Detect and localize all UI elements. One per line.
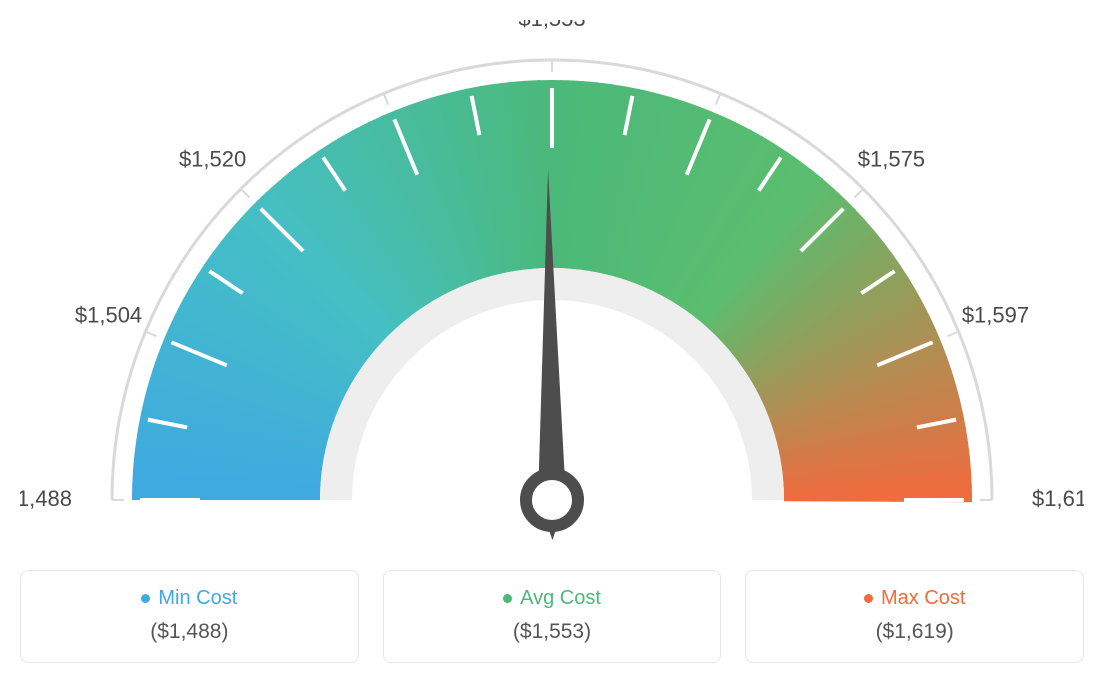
svg-text:$1,520: $1,520 [179, 147, 246, 172]
svg-text:$1,488: $1,488 [20, 486, 72, 511]
legend-value-max: ($1,619) [766, 620, 1063, 644]
legend-card-min: Min Cost ($1,488) [20, 570, 359, 663]
dot-max [864, 594, 873, 603]
legend-card-avg: Avg Cost ($1,553) [383, 570, 722, 663]
svg-text:$1,575: $1,575 [858, 147, 925, 172]
legend-label-max: Max Cost [881, 587, 965, 610]
legend-row: Min Cost ($1,488) Avg Cost ($1,553) Max … [20, 570, 1084, 663]
svg-text:$1,504: $1,504 [75, 302, 142, 327]
svg-text:$1,597: $1,597 [962, 302, 1029, 327]
legend-value-min: ($1,488) [41, 620, 338, 644]
legend-label-avg: Avg Cost [520, 587, 601, 610]
dot-min [141, 594, 150, 603]
legend-card-max: Max Cost ($1,619) [745, 570, 1084, 663]
legend-label-min: Min Cost [158, 587, 237, 610]
legend-value-avg: ($1,553) [404, 620, 701, 644]
svg-text:$1,553: $1,553 [518, 20, 585, 31]
dot-avg [503, 594, 512, 603]
cost-gauge: $1,488 $1,504 $1,520 $1,553 $1,575 $1,597 $1,6… [20, 20, 1084, 550]
svg-text:$1,619: $1,619 [1032, 486, 1084, 511]
